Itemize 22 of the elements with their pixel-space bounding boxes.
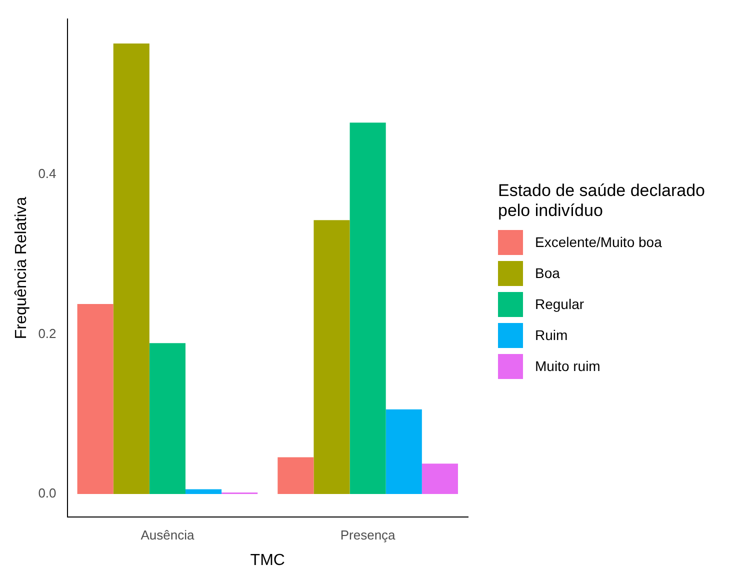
- legend-label: Regular: [535, 296, 584, 312]
- x-tick-label: Presença: [340, 528, 396, 543]
- x-axis-title: TMC: [250, 552, 285, 569]
- legend-title: Estado de saúde declarado pelo indivíduo: [498, 180, 706, 220]
- legend-label: Boa: [535, 265, 560, 281]
- legend-label: Muito ruim: [535, 358, 600, 374]
- bar: [350, 122, 386, 494]
- x-tick-label: Ausência: [140, 528, 195, 543]
- y-axis-title: Frequência Relativa: [13, 196, 30, 340]
- bar: [278, 457, 314, 494]
- bar: [77, 304, 114, 494]
- bar: [314, 220, 350, 494]
- bar: [113, 44, 150, 494]
- legend-label: Ruim: [535, 327, 568, 343]
- y-tick-label: 0.4: [38, 166, 56, 182]
- y-tick-label: 0.0: [38, 486, 56, 501]
- bar: [185, 489, 222, 494]
- bar: [422, 464, 458, 494]
- bar: [386, 409, 422, 494]
- legend-label: Excelente/Muito boa: [535, 234, 662, 250]
- y-tick-label: 0.2: [38, 326, 56, 341]
- bar: [149, 343, 186, 494]
